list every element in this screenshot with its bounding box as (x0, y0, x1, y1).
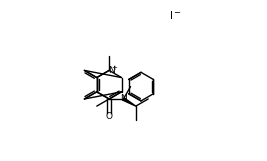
Polygon shape (123, 98, 136, 106)
Text: −: − (173, 8, 180, 17)
Text: O: O (106, 112, 113, 121)
Text: I: I (170, 11, 173, 21)
Text: +: + (112, 65, 117, 71)
Text: N: N (108, 66, 115, 75)
Text: N: N (120, 94, 127, 103)
